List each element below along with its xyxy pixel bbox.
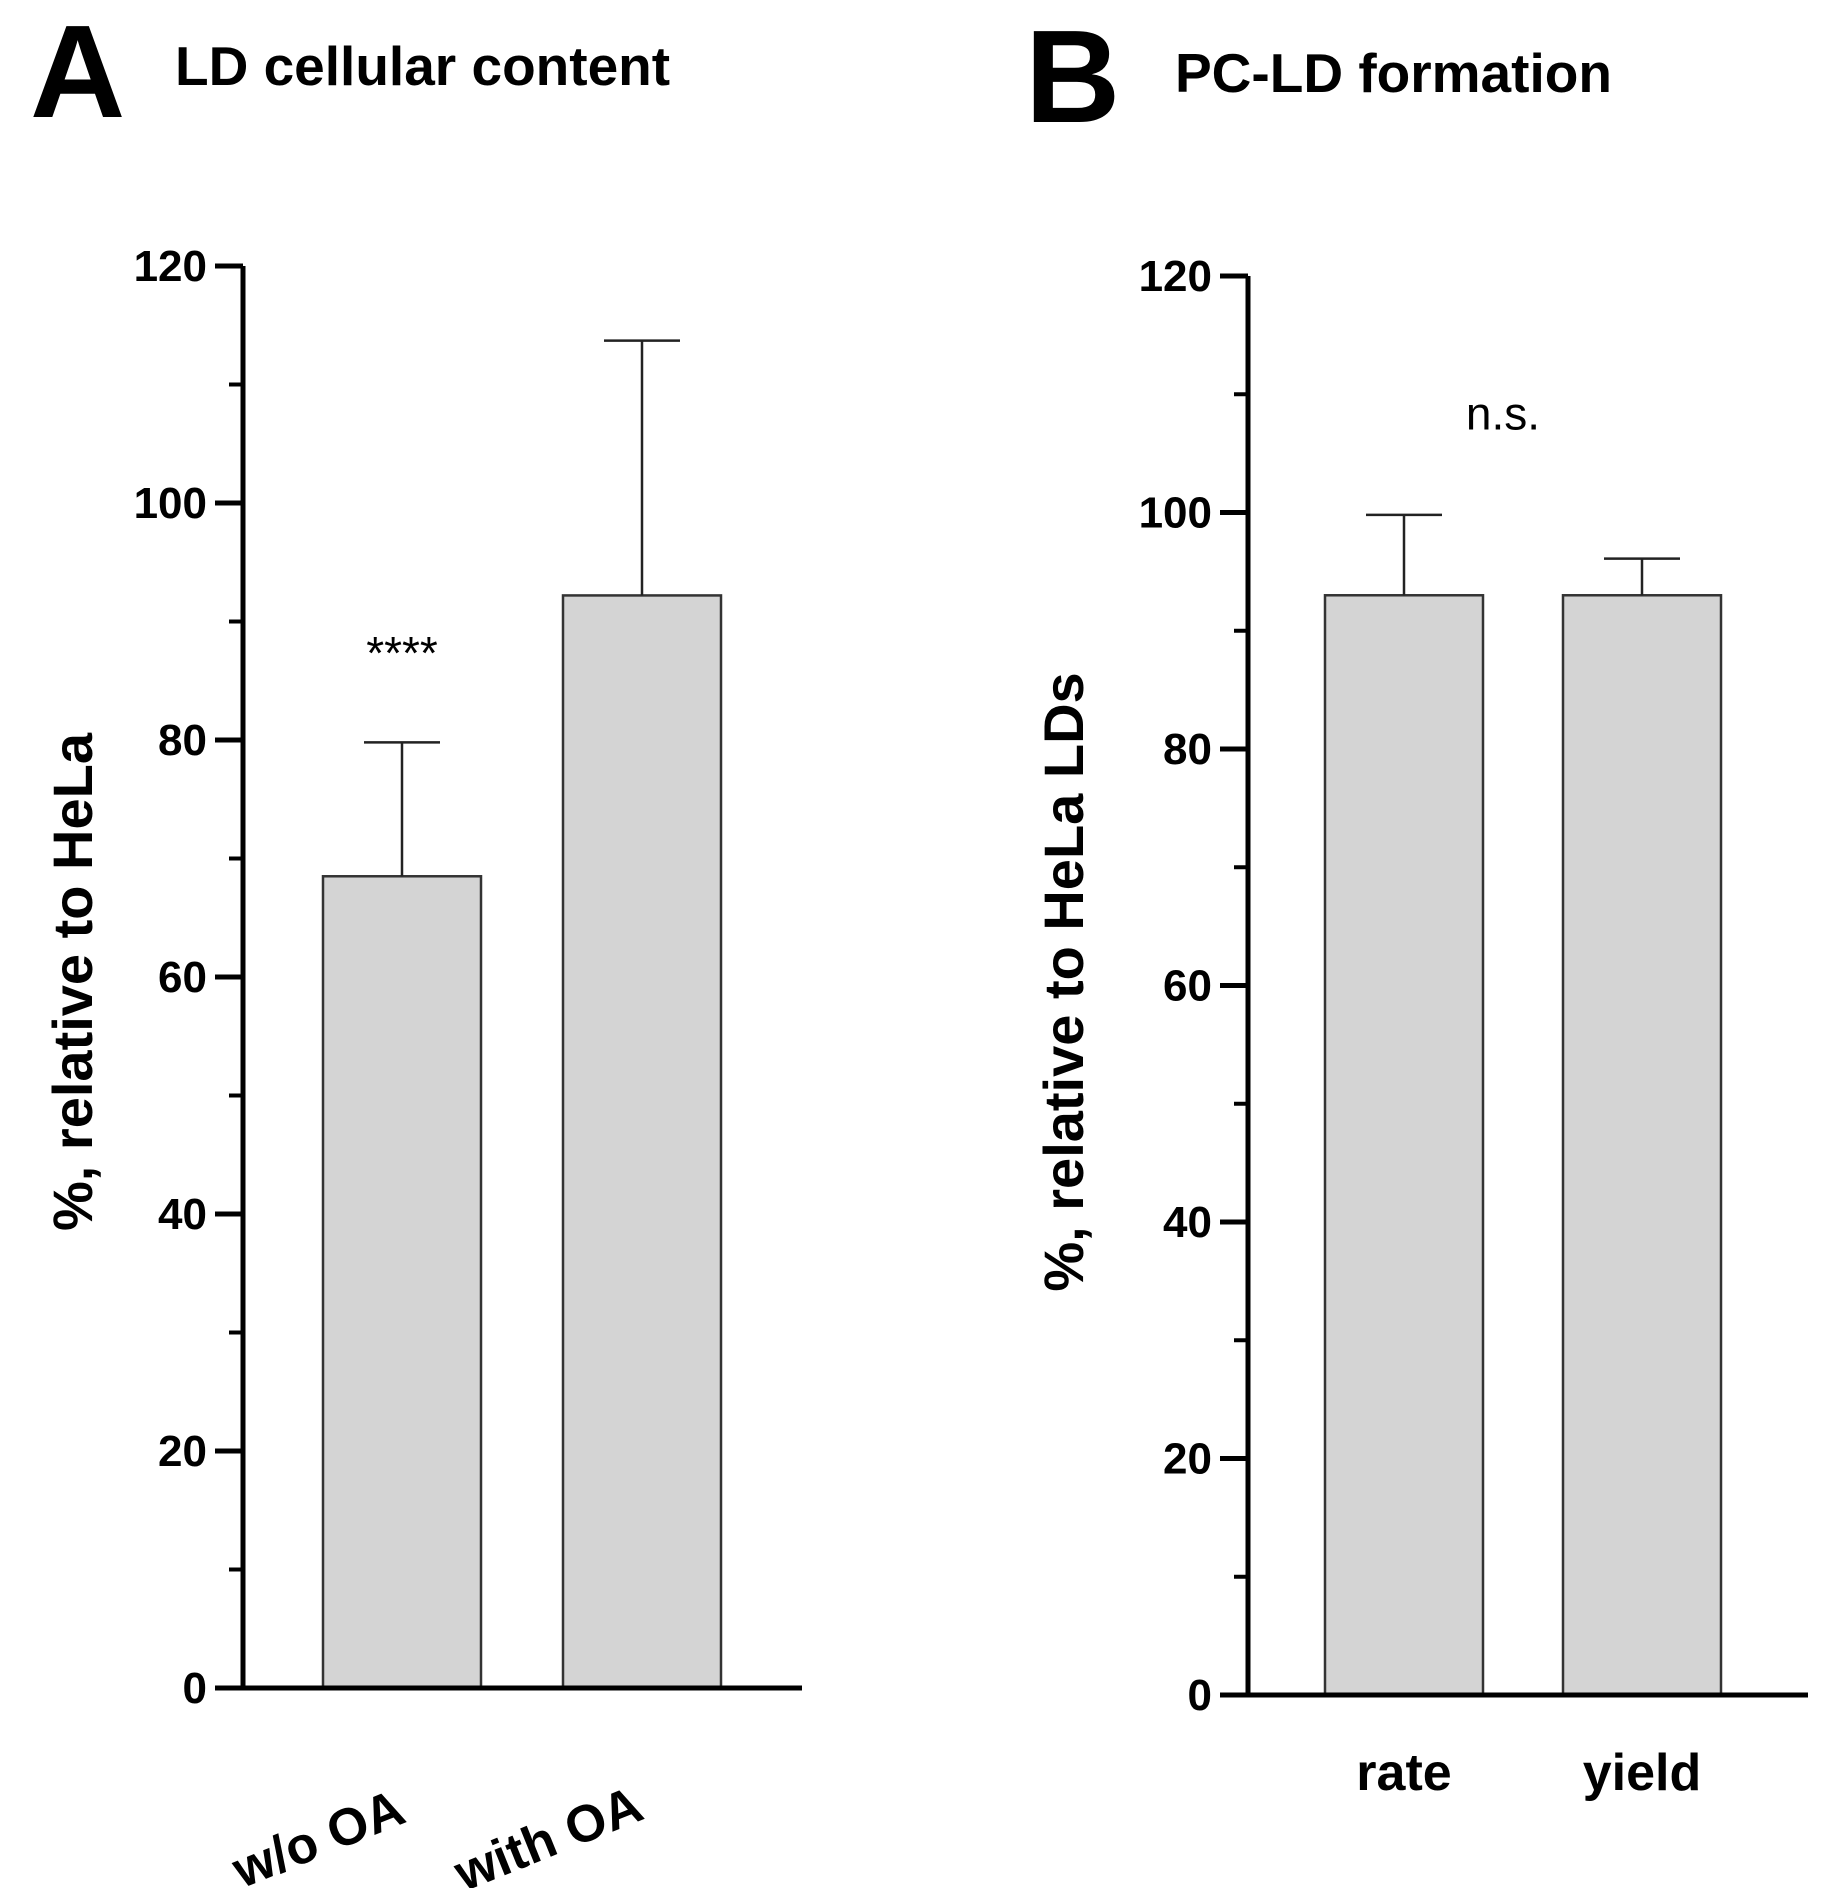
panel-a-y-tick-label: 60 [158,953,207,1002]
panel-a-bar-with-oa [561,594,723,1690]
panel-b-y-tick-label: 40 [1163,1198,1212,1247]
panel-b-y-tick-label: 120 [1139,252,1212,301]
panel-b-y-tick-label: 100 [1139,489,1212,538]
panel-b-x-tick-label-yield: yield [1583,1744,1702,1802]
panel-a-letter: A [30,0,125,145]
panel-a: A LD cellular content %, relative to HeL… [30,0,802,1888]
panel-a-bar-w-o-oa [321,875,483,1690]
panel-a-y-axis-title: %, relative to HeLa [41,732,104,1231]
panel-a-title: LD cellular content [175,35,670,97]
panel-b-y-tick-label: 80 [1163,725,1212,774]
panel-b-letter: B [1025,3,1120,150]
panel-a-y-tick-label: 120 [134,242,207,291]
panel-a-y-tick-label: 40 [158,1190,207,1239]
panel-b: B PC-LD formation %, relative to HeLa LD… [1025,3,1808,1802]
panel-a-y-tick-label: 100 [134,479,207,528]
panel-b-y-axis-title: %, relative to HeLa LDs [1032,672,1095,1291]
panel-b-y-tick-label: 0 [1188,1671,1212,1720]
panel-b-plot: rate yield 0 20 40 60 80 100 120 n.s. [1139,252,1808,1802]
panel-b-y-tick-label: 60 [1163,962,1212,1011]
panel-b-significance-annotation: n.s. [1466,388,1540,440]
panel-a-significance-annotation: **** [366,627,438,679]
panel-a-y-tick-label: 0 [183,1664,207,1713]
panel-a-y-tick-label: 20 [158,1427,207,1476]
panel-b-bar-rate [1323,594,1485,1697]
panel-b-x-tick-label-rate: rate [1356,1744,1451,1802]
panel-a-y-tick-label: 80 [158,716,207,765]
panel-b-y-tick-label: 20 [1163,1435,1212,1484]
panel-b-bar-yield [1561,594,1723,1697]
panel-b-title: PC-LD formation [1175,42,1612,104]
